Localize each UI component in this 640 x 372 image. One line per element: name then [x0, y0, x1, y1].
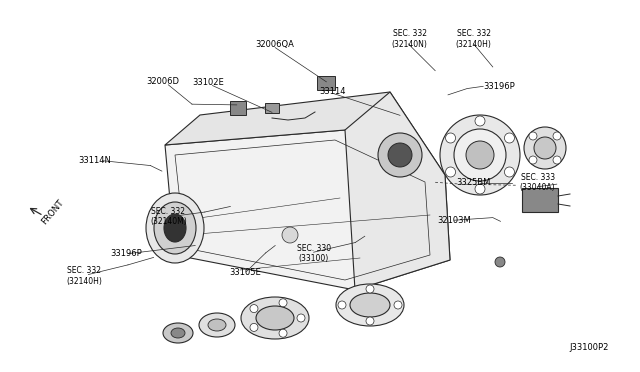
Circle shape [529, 156, 537, 164]
Text: SEC. 333
(33040A): SEC. 333 (33040A) [520, 173, 556, 192]
FancyBboxPatch shape [317, 76, 335, 90]
Ellipse shape [199, 313, 235, 337]
Ellipse shape [466, 141, 494, 169]
Ellipse shape [336, 284, 404, 326]
Circle shape [297, 314, 305, 322]
Circle shape [553, 132, 561, 140]
Circle shape [366, 285, 374, 293]
Circle shape [366, 317, 374, 325]
Circle shape [250, 305, 258, 312]
Text: 33196P: 33196P [110, 249, 142, 258]
Text: 32006D: 32006D [147, 77, 180, 86]
Ellipse shape [146, 193, 204, 263]
Text: SEC. 332
(32140M): SEC. 332 (32140M) [150, 207, 187, 226]
Ellipse shape [154, 202, 196, 254]
Ellipse shape [378, 133, 422, 177]
Polygon shape [165, 92, 445, 175]
Ellipse shape [163, 323, 193, 343]
FancyBboxPatch shape [230, 101, 246, 115]
Polygon shape [345, 92, 450, 290]
Ellipse shape [164, 214, 186, 242]
Circle shape [504, 133, 515, 143]
Circle shape [338, 301, 346, 309]
Ellipse shape [241, 297, 309, 339]
Circle shape [279, 329, 287, 337]
Text: SEC. 332
(32140N): SEC. 332 (32140N) [392, 29, 428, 49]
Circle shape [504, 167, 515, 177]
Ellipse shape [454, 129, 506, 181]
Text: FRONT: FRONT [40, 198, 65, 226]
Text: 32103M: 32103M [438, 216, 471, 225]
Polygon shape [165, 130, 450, 290]
Circle shape [475, 116, 485, 126]
Text: 33114: 33114 [319, 87, 346, 96]
Text: 33102E: 33102E [192, 78, 224, 87]
Ellipse shape [256, 306, 294, 330]
Text: 32006QA: 32006QA [256, 40, 294, 49]
Circle shape [553, 156, 561, 164]
Text: SEC. 332
(32140H): SEC. 332 (32140H) [456, 29, 492, 49]
Text: 3325BM: 3325BM [456, 178, 491, 187]
Text: 33114N: 33114N [78, 156, 111, 165]
Circle shape [445, 133, 456, 143]
Circle shape [394, 301, 402, 309]
Circle shape [475, 184, 485, 194]
Circle shape [445, 167, 456, 177]
FancyBboxPatch shape [522, 188, 558, 212]
Text: 33196P: 33196P [483, 82, 515, 91]
Ellipse shape [440, 115, 520, 195]
Ellipse shape [171, 328, 185, 338]
Circle shape [495, 257, 505, 267]
Circle shape [250, 323, 258, 331]
Ellipse shape [208, 319, 226, 331]
Ellipse shape [534, 137, 556, 159]
Text: J33100P2: J33100P2 [569, 343, 609, 352]
Circle shape [279, 299, 287, 307]
Ellipse shape [524, 127, 566, 169]
Circle shape [529, 132, 537, 140]
Ellipse shape [350, 293, 390, 317]
Circle shape [282, 227, 298, 243]
Text: 33105E: 33105E [229, 268, 261, 277]
Text: SEC. 332
(32140H): SEC. 332 (32140H) [67, 266, 102, 286]
Ellipse shape [388, 143, 412, 167]
Text: SEC. 330
(33100): SEC. 330 (33100) [296, 244, 331, 263]
FancyBboxPatch shape [265, 103, 279, 113]
